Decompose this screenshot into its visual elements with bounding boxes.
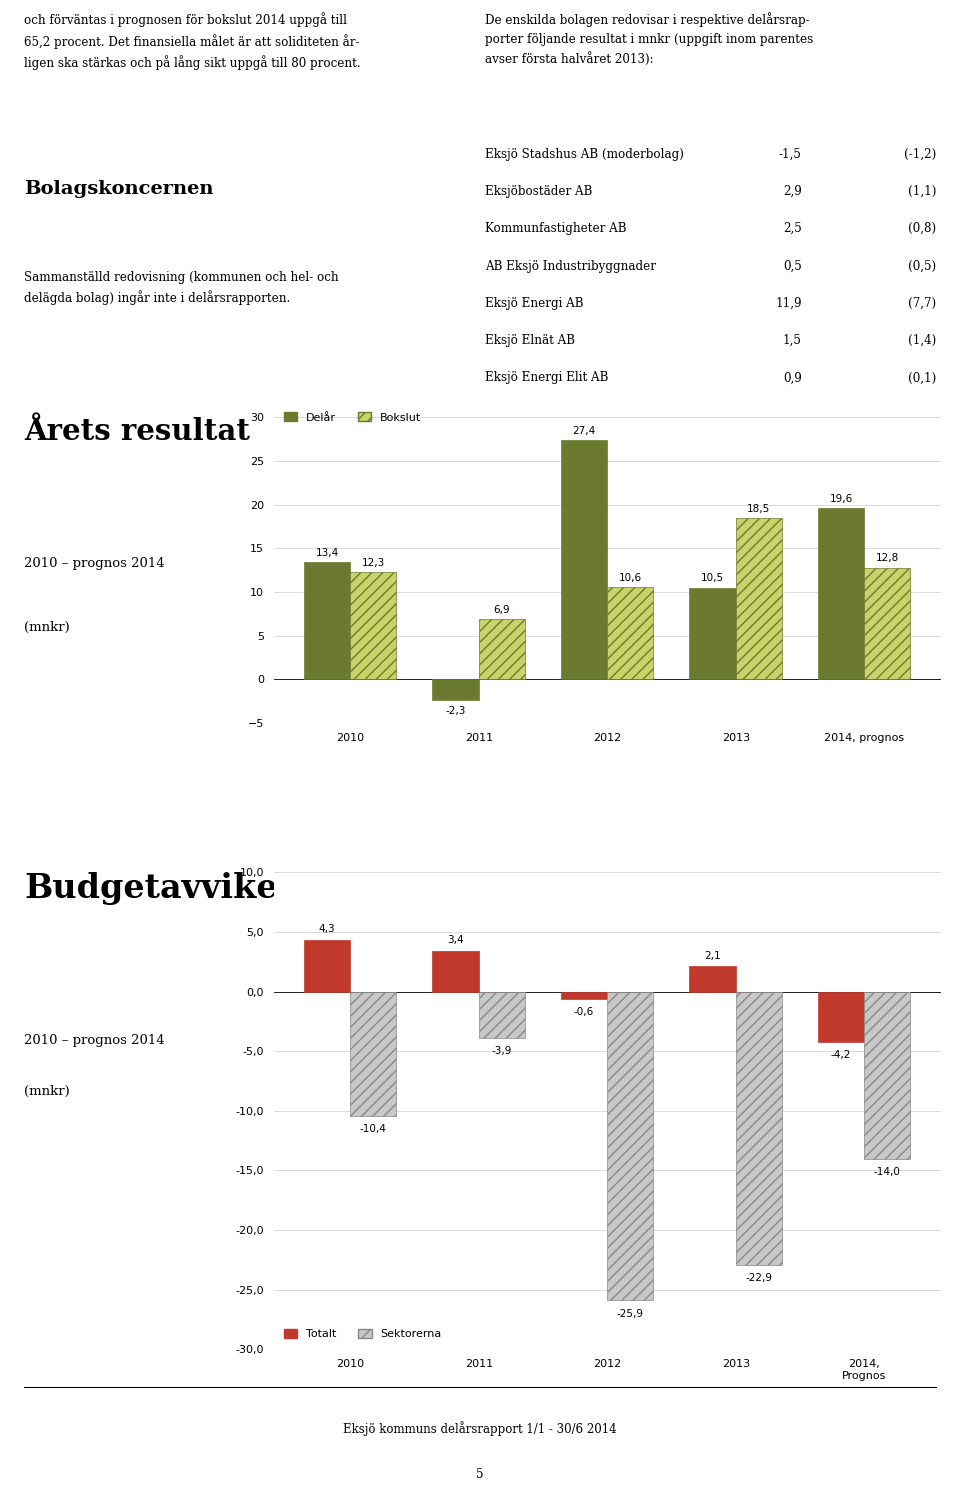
Bar xyxy=(304,941,350,992)
Bar xyxy=(689,966,735,992)
Text: De enskilda bolagen redovisar i respektive delårsrap-
porter följande resultat i: De enskilda bolagen redovisar i respekti… xyxy=(485,12,813,66)
Text: -10,4: -10,4 xyxy=(360,1124,387,1135)
Text: 1,5: 1,5 xyxy=(782,334,802,347)
Text: (mnkr): (mnkr) xyxy=(24,622,70,634)
Text: Eksjö Stadshus AB (moderbolag): Eksjö Stadshus AB (moderbolag) xyxy=(485,148,684,161)
Text: AB Eksjö Industribyggnader: AB Eksjö Industribyggnader xyxy=(485,259,656,273)
Text: Budgetavvikelser: Budgetavvikelser xyxy=(24,872,348,905)
Text: 3,4: 3,4 xyxy=(447,935,464,945)
Text: Kommunfastigheter AB: Kommunfastigheter AB xyxy=(485,222,626,236)
Bar xyxy=(432,680,479,699)
Bar xyxy=(608,992,654,1300)
Text: (0,5): (0,5) xyxy=(908,259,936,273)
Text: Eksjö Elnät AB: Eksjö Elnät AB xyxy=(485,334,575,347)
Text: (7,7): (7,7) xyxy=(908,297,936,310)
Text: 6,9: 6,9 xyxy=(493,605,510,614)
Text: -0,6: -0,6 xyxy=(574,1006,594,1017)
Bar xyxy=(735,992,782,1264)
Text: 2010 – prognos 2014: 2010 – prognos 2014 xyxy=(24,1035,164,1047)
Text: Eksjö Energi AB: Eksjö Energi AB xyxy=(485,297,584,310)
Text: (0,8): (0,8) xyxy=(908,222,936,236)
Bar xyxy=(608,587,654,680)
Bar xyxy=(561,992,608,999)
Text: och förväntas i prognosen för bokslut 2014 uppgå till
65,2 procent. Det finansie: och förväntas i prognosen för bokslut 20… xyxy=(24,12,361,70)
Legend: Delår, Bokslut: Delår, Bokslut xyxy=(279,407,426,426)
Text: (1,4): (1,4) xyxy=(908,334,936,347)
Text: Bolagskoncernen: Bolagskoncernen xyxy=(24,180,213,198)
Text: -14,0: -14,0 xyxy=(874,1167,900,1176)
Text: 13,4: 13,4 xyxy=(316,549,339,558)
Text: 0,5: 0,5 xyxy=(782,259,802,273)
Text: Eksjö kommuns delårsrapport 1/1 - 30/6 2014: Eksjö kommuns delårsrapport 1/1 - 30/6 2… xyxy=(343,1421,617,1436)
Text: -25,9: -25,9 xyxy=(617,1309,644,1320)
Text: 0,9: 0,9 xyxy=(782,371,802,385)
Bar xyxy=(304,562,350,680)
Text: 11,9: 11,9 xyxy=(775,297,802,310)
Bar xyxy=(735,517,782,680)
Bar xyxy=(479,619,525,680)
Legend: Totalt, Sektorerna: Totalt, Sektorerna xyxy=(279,1324,446,1343)
Text: (0,1): (0,1) xyxy=(908,371,936,385)
Text: (mnkr): (mnkr) xyxy=(24,1085,70,1097)
Text: 2,5: 2,5 xyxy=(782,222,802,236)
Bar xyxy=(350,573,396,680)
Bar xyxy=(864,568,910,680)
Text: 19,6: 19,6 xyxy=(829,494,852,504)
Bar xyxy=(689,587,735,680)
Text: 12,8: 12,8 xyxy=(876,553,899,564)
Text: 5: 5 xyxy=(476,1469,484,1481)
Text: Årets resultat: Årets resultat xyxy=(24,417,250,446)
Text: Eksjö Energi Elit AB: Eksjö Energi Elit AB xyxy=(485,371,609,385)
Text: Eksjöbostäder AB: Eksjöbostäder AB xyxy=(485,185,592,198)
Text: 2010 – prognos 2014: 2010 – prognos 2014 xyxy=(24,558,164,570)
Text: 2,1: 2,1 xyxy=(705,950,721,960)
Text: (1,1): (1,1) xyxy=(907,185,936,198)
Text: 2,9: 2,9 xyxy=(782,185,802,198)
Bar xyxy=(350,992,396,1115)
Bar xyxy=(479,992,525,1038)
Text: Sammanställd redovisning (kommunen och hel- och
delägda bolag) ingår inte i delå: Sammanställd redovisning (kommunen och h… xyxy=(24,271,339,306)
Text: 27,4: 27,4 xyxy=(572,426,596,435)
Text: (-1,2): (-1,2) xyxy=(903,148,936,161)
Text: 18,5: 18,5 xyxy=(747,504,771,513)
Bar xyxy=(818,508,864,680)
Text: 10,6: 10,6 xyxy=(619,573,642,583)
Text: 4,3: 4,3 xyxy=(319,924,335,935)
Bar xyxy=(864,992,910,1159)
Text: -3,9: -3,9 xyxy=(492,1047,512,1057)
Bar xyxy=(561,440,608,680)
Bar xyxy=(432,951,479,992)
Text: -2,3: -2,3 xyxy=(445,705,466,716)
Text: 10,5: 10,5 xyxy=(701,574,724,583)
Text: -1,5: -1,5 xyxy=(779,148,802,161)
Bar xyxy=(818,992,864,1042)
Text: 12,3: 12,3 xyxy=(362,558,385,568)
Text: -22,9: -22,9 xyxy=(745,1273,773,1284)
Text: -4,2: -4,2 xyxy=(831,1050,852,1060)
